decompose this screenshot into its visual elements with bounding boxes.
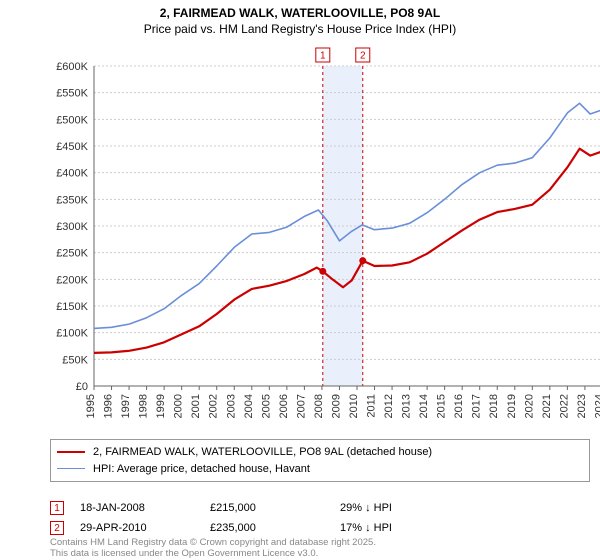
legend-item: 2, FAIRMEAD WALK, WATERLOOVILLE, PO8 9AL… xyxy=(57,444,583,461)
svg-text:£50K: £50K xyxy=(62,354,88,366)
legend-swatch xyxy=(57,451,85,453)
svg-text:2004: 2004 xyxy=(243,394,255,418)
svg-text:2018: 2018 xyxy=(488,394,500,418)
svg-text:£100K: £100K xyxy=(56,328,88,340)
svg-text:2021: 2021 xyxy=(541,394,553,418)
svg-text:1999: 1999 xyxy=(155,394,167,418)
svg-text:£400K: £400K xyxy=(56,168,88,180)
svg-text:£350K: £350K xyxy=(56,194,88,206)
svg-text:2017: 2017 xyxy=(471,394,483,418)
title-line-1: 2, FAIRMEAD WALK, WATERLOOVILLE, PO8 9AL xyxy=(0,6,600,22)
title-line-2: Price paid vs. HM Land Registry's House … xyxy=(0,22,600,38)
svg-text:£200K: £200K xyxy=(56,274,88,286)
svg-text:£250K: £250K xyxy=(56,248,88,260)
svg-text:1995: 1995 xyxy=(85,394,97,418)
svg-text:1996: 1996 xyxy=(103,394,115,418)
svg-text:£600K: £600K xyxy=(56,61,88,73)
svg-text:2005: 2005 xyxy=(260,394,272,418)
svg-text:1998: 1998 xyxy=(138,394,150,418)
svg-text:2023: 2023 xyxy=(576,394,588,418)
svg-text:2003: 2003 xyxy=(225,394,237,418)
svg-text:2009: 2009 xyxy=(330,394,342,418)
svg-text:2012: 2012 xyxy=(383,394,395,418)
footer-line-2: This data is licensed under the Open Gov… xyxy=(50,549,590,560)
svg-text:2013: 2013 xyxy=(401,394,413,418)
legend-item: HPI: Average price, detached house, Hava… xyxy=(57,461,583,478)
chart-container: 2, FAIRMEAD WALK, WATERLOOVILLE, PO8 9AL… xyxy=(0,0,600,560)
svg-text:2006: 2006 xyxy=(278,394,290,418)
svg-text:2015: 2015 xyxy=(436,394,448,418)
event-row: 1 18-JAN-2008£215,00029% ↓ HPI xyxy=(50,498,590,518)
svg-text:2000: 2000 xyxy=(173,394,185,418)
chart-svg: £0 £50K £100K £150K £200K £250K £300K £350K £400… xyxy=(50,46,600,438)
event-delta: 17% ↓ HPI xyxy=(340,522,470,534)
svg-text:2011: 2011 xyxy=(366,394,378,418)
svg-text:£300K: £300K xyxy=(56,221,88,233)
svg-text:£450K: £450K xyxy=(56,141,88,153)
svg-text:£150K: £150K xyxy=(56,301,88,313)
svg-text:£0: £0 xyxy=(76,381,88,393)
svg-text:2: 2 xyxy=(360,51,366,62)
svg-text:2016: 2016 xyxy=(453,394,465,418)
svg-text:£550K: £550K xyxy=(56,88,88,100)
footer: Contains HM Land Registry data © Crown c… xyxy=(50,538,590,560)
event-marker: 2 xyxy=(50,521,64,535)
chart-area: £0 £50K £100K £150K £200K £250K £300K £350K £400… xyxy=(50,46,590,396)
events-table: 1 18-JAN-2008£215,00029% ↓ HPI 2 29-APR-201… xyxy=(50,498,590,538)
svg-text:1997: 1997 xyxy=(120,394,132,418)
svg-text:2020: 2020 xyxy=(523,394,535,418)
svg-text:1: 1 xyxy=(320,51,326,62)
event-marker: 1 xyxy=(50,501,64,515)
svg-text:2014: 2014 xyxy=(418,394,430,418)
svg-text:2019: 2019 xyxy=(506,394,518,418)
svg-text:£500K: £500K xyxy=(56,114,88,126)
event-delta: 29% ↓ HPI xyxy=(340,502,470,514)
svg-text:2024: 2024 xyxy=(593,394,600,418)
legend-swatch xyxy=(57,468,85,469)
svg-text:2008: 2008 xyxy=(313,394,325,418)
event-price: £215,000 xyxy=(210,502,340,514)
svg-text:2022: 2022 xyxy=(558,394,570,418)
event-date: 18-JAN-2008 xyxy=(80,502,210,514)
svg-text:2010: 2010 xyxy=(348,394,360,418)
svg-text:2001: 2001 xyxy=(190,394,202,418)
legend-label: 2, FAIRMEAD WALK, WATERLOOVILLE, PO8 9AL… xyxy=(93,444,432,461)
svg-text:2002: 2002 xyxy=(208,394,220,418)
event-row: 2 29-APR-2010£235,00017% ↓ HPI xyxy=(50,518,590,538)
legend: 2, FAIRMEAD WALK, WATERLOOVILLE, PO8 9AL… xyxy=(50,439,590,482)
event-date: 29-APR-2010 xyxy=(80,522,210,534)
svg-text:2007: 2007 xyxy=(295,394,307,418)
event-price: £235,000 xyxy=(210,522,340,534)
title-block: 2, FAIRMEAD WALK, WATERLOOVILLE, PO8 9AL… xyxy=(0,0,600,37)
legend-label: HPI: Average price, detached house, Hava… xyxy=(93,461,310,478)
